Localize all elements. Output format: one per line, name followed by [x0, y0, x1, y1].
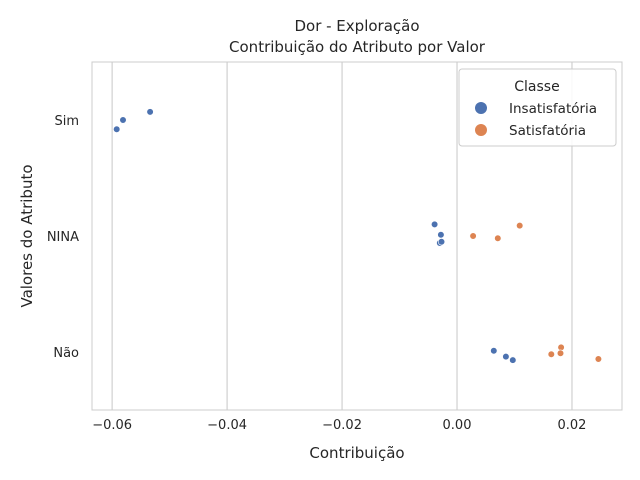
- legend-title: Classe: [514, 79, 559, 95]
- data-point-insatisfatoria: [113, 125, 121, 133]
- data-point-satisfatoria: [547, 350, 555, 358]
- legend-marker-insatisfatoria: [475, 102, 487, 114]
- data-point-insatisfatoria: [490, 347, 498, 355]
- chart-subtitle: Contribuição do Atributo por Valor: [229, 38, 486, 56]
- x-tick-label: −0.06: [92, 418, 132, 433]
- data-point-insatisfatoria: [437, 231, 445, 239]
- data-point-insatisfatoria: [502, 353, 510, 361]
- x-tick-label: −0.02: [322, 418, 362, 433]
- x-tick-label: 0.02: [558, 418, 587, 433]
- y-tick-label: Sim: [54, 114, 79, 129]
- data-points: [113, 108, 603, 364]
- data-point-insatisfatoria: [437, 238, 446, 246]
- x-tick-label: 0.00: [443, 418, 472, 433]
- y-axis-ticks: Sim NINA Não: [47, 114, 79, 361]
- legend-entry-insatisfatoria: Insatisfatória: [509, 101, 597, 117]
- x-axis-label: Contribuição: [309, 444, 404, 462]
- data-point-satisfatoria: [494, 234, 502, 242]
- chart-title: Dor - Exploração: [294, 17, 419, 35]
- legend-marker-satisfatoria: [475, 124, 487, 136]
- data-point-insatisfatoria: [509, 356, 517, 364]
- data-point-insatisfatoria: [146, 108, 154, 116]
- legend: Classe Insatisfatória Satisfatória: [458, 68, 617, 147]
- legend-entry-satisfatoria: Satisfatória: [509, 123, 586, 139]
- y-tick-label: Não: [53, 346, 79, 361]
- legend-box: [458, 68, 617, 147]
- data-point-insatisfatoria: [431, 220, 439, 228]
- data-point-satisfatoria: [469, 232, 477, 240]
- data-point-satisfatoria: [516, 222, 524, 230]
- data-point-satisfatoria: [556, 349, 565, 357]
- x-tick-label: −0.04: [207, 418, 247, 433]
- data-point-insatisfatoria: [119, 116, 127, 124]
- y-tick-label: NINA: [47, 230, 79, 245]
- x-axis-ticks: −0.06 −0.04 −0.02 0.00 0.02: [92, 418, 586, 433]
- data-point-satisfatoria: [594, 355, 603, 363]
- y-axis-label: Valores do Atributo: [18, 164, 36, 307]
